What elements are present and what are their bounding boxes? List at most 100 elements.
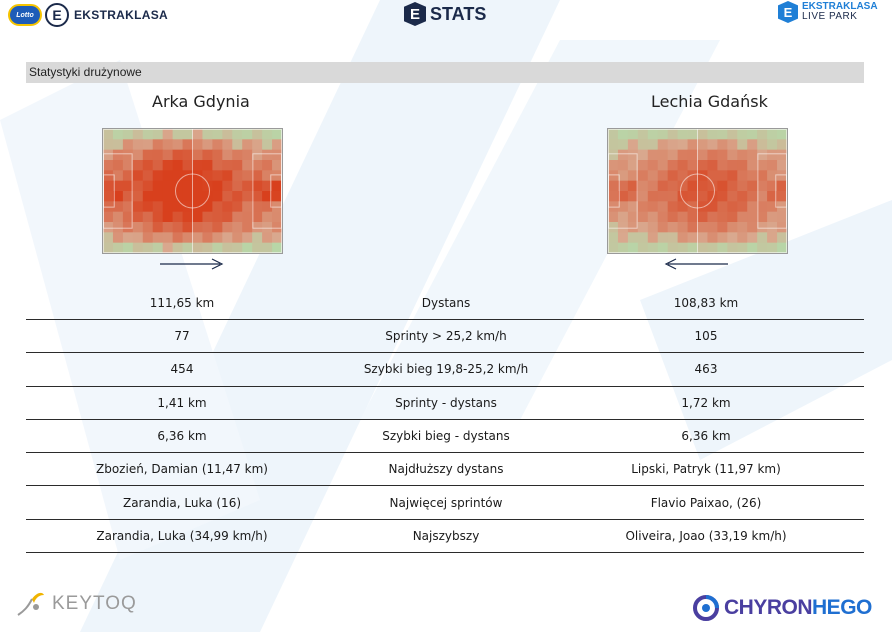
heatmap-cell (132, 160, 144, 171)
away-heatmap (607, 128, 788, 254)
heatmap-cell (767, 232, 778, 244)
heatmap-cell (657, 201, 669, 213)
heatmap-cell (727, 242, 738, 253)
heatmap-cell (152, 211, 164, 223)
heatmap-cell (617, 180, 629, 192)
heatmap-cell (608, 129, 619, 140)
heatmap-cell (767, 201, 778, 213)
heatmap-cell (657, 180, 669, 192)
heatmap-cell (232, 170, 243, 182)
heatmap-cell (707, 201, 718, 213)
heatmap-cell (627, 170, 639, 182)
heatmap-cell (132, 180, 144, 192)
heatmap-cell (747, 191, 758, 202)
heatmap-cell (767, 211, 778, 223)
heatmap-cell (262, 139, 273, 151)
heatmap-cell (747, 201, 758, 213)
heatmap-cell (687, 180, 698, 192)
heatmap-cell (697, 139, 708, 151)
away-stat-value: 463 (694, 362, 718, 377)
heatmap-cell (142, 232, 154, 244)
stat-row-longest-distance: Zbozień, Damian (11,47 km) Najdłuższy dy… (26, 453, 864, 487)
heatmap-cell (142, 160, 154, 171)
heatmap-cell (232, 211, 243, 223)
chyronhego-mark-icon (693, 595, 719, 621)
heatmap-cell (657, 222, 669, 233)
heatmap-cell (212, 129, 223, 140)
heatmap-cell (172, 180, 184, 192)
heatmap-cell (717, 242, 728, 253)
heatmap-cell (667, 242, 679, 253)
heatmap-cell (757, 180, 768, 192)
heatmap-cell (103, 149, 114, 161)
pitch-marking (608, 174, 620, 208)
heatmap-cell (737, 149, 748, 161)
heatmap-cell (747, 170, 758, 182)
heatmap-cell (262, 242, 273, 253)
heatmap-cell (142, 180, 154, 192)
heatmap-cell (232, 180, 243, 192)
heatmap-cell (202, 170, 213, 182)
heatmap-cell (272, 139, 282, 151)
heatmap-cell (182, 232, 193, 244)
heatmap-cell (657, 149, 669, 161)
heatmap-cell (202, 149, 213, 161)
heatmap-cell (667, 180, 679, 192)
heatmap-cell (132, 191, 144, 202)
heatmap-cell (777, 180, 787, 192)
heatmap-cell (627, 232, 639, 244)
heatmap-cell (717, 232, 728, 244)
heatmap-cell (777, 211, 787, 223)
heatmap-cell (627, 242, 639, 253)
heatmap-cell (122, 149, 134, 161)
heatmap-cell (777, 129, 787, 140)
away-stat-value: 6,36 km (681, 429, 731, 444)
heatmap-cell (647, 191, 659, 202)
heatmap-cell (112, 129, 124, 140)
heatmap-cell (647, 211, 659, 223)
heatmap-cell (182, 222, 193, 233)
heatmap-cell (717, 201, 728, 213)
heatmap-cell (707, 222, 718, 233)
heatmap-cell (667, 149, 679, 161)
heatmap-cell (667, 139, 679, 151)
heatmap-cell (272, 170, 282, 182)
heatmap-cell (647, 129, 659, 140)
heatmap-cell (608, 222, 619, 233)
heatmap-cell (142, 211, 154, 223)
stat-row-fast-runs: 454 Szybki bieg 19,8-25,2 km/h 463 (26, 353, 864, 387)
away-stat-value: 108,83 km (673, 295, 739, 310)
heatmap-cell (112, 222, 124, 233)
heatmap-cell (242, 180, 253, 192)
heatmap-cell (747, 211, 758, 223)
heatmap-cell (232, 201, 243, 213)
heatmap-cell (687, 129, 698, 140)
heatmap-cell (242, 149, 253, 161)
heatmap-cell (152, 191, 164, 202)
heatmap-cell (103, 170, 114, 182)
stat-label: Sprinty - dystans (395, 395, 497, 410)
heatmap-cell (162, 222, 174, 233)
heatmap-cell (657, 211, 669, 223)
heatmap-cell (767, 139, 778, 151)
stat-label: Najszybszy (412, 528, 480, 543)
heatmap-cell (192, 211, 203, 223)
heatmap-cell (192, 170, 203, 182)
heatmap-cell (627, 180, 639, 192)
heatmap-cell (677, 191, 689, 202)
heatmap-cell (262, 129, 273, 140)
heatmap-cell (617, 201, 629, 213)
heatmap-cell (657, 242, 669, 253)
keytoq-logo: KEYTOQ (14, 589, 137, 619)
heatmap-cell (272, 232, 282, 244)
heatmap-cell (667, 191, 679, 202)
heatmap-cell (162, 170, 174, 182)
heatmap-cell (202, 211, 213, 223)
heatmap-cell (103, 242, 114, 253)
heatmap-cell (122, 211, 134, 223)
heatmap-cell (222, 129, 233, 140)
heatmap-cell (112, 139, 124, 151)
heatmap-cell (727, 129, 738, 140)
heatmap-cell (232, 129, 243, 140)
heatmap-cell (252, 232, 263, 244)
